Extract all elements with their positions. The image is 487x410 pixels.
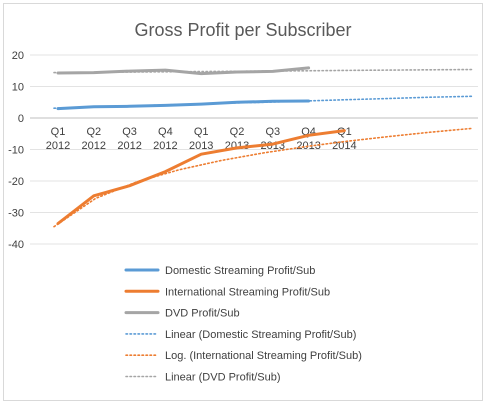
y-tick-label: 0 — [18, 113, 24, 125]
legend-label: Domestic Streaming Profit/Sub — [165, 265, 315, 277]
y-tick-label: -10 — [8, 145, 24, 157]
y-tick-label: -30 — [8, 208, 24, 220]
x-tick-label: Q4 2012 — [153, 126, 177, 152]
chart-title: Gross Profit per Subscriber — [134, 20, 351, 40]
legend-label: DVD Profit/Sub — [165, 308, 240, 320]
series-line — [56, 66, 311, 76]
x-tick-label: Q1 2013 — [189, 126, 213, 152]
x-tick-label: Q2 2012 — [82, 126, 106, 152]
series-line — [56, 99, 311, 111]
y-tick-label: -20 — [8, 176, 24, 188]
legend-label: Log. (International Streaming Profit/Sub… — [165, 350, 362, 362]
series-layer — [56, 66, 346, 225]
legend: Domestic Streaming Profit/Sub Internation… — [124, 265, 362, 384]
legend-label: Linear (Domestic Streaming Profit/Sub) — [165, 329, 356, 341]
legend-label: International Streaming Profit/Sub — [165, 286, 330, 298]
y-tick-label: 20 — [12, 50, 24, 62]
legend-label: Linear (DVD Profit/Sub) — [165, 372, 281, 384]
y-tick-labels: -40 -30 -20 -10 0 10 20 — [8, 50, 24, 251]
x-tick-label: Q1 2012 — [46, 126, 70, 152]
y-tick-label: -40 — [8, 239, 24, 251]
grid-layer — [30, 54, 478, 245]
chart-border — [3, 3, 483, 401]
y-tick-label: 10 — [12, 82, 24, 94]
x-tick-label: Q3 2012 — [117, 126, 141, 152]
series-line — [56, 129, 346, 225]
